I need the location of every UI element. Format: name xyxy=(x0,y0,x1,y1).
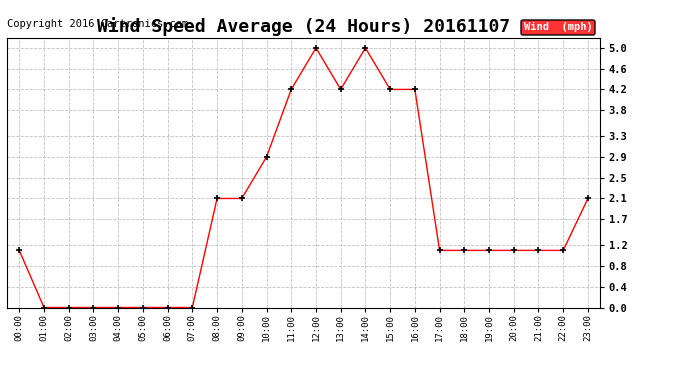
Legend: Wind  (mph): Wind (mph) xyxy=(521,20,595,35)
Title: Wind Speed Average (24 Hours) 20161107: Wind Speed Average (24 Hours) 20161107 xyxy=(97,17,510,36)
Text: Copyright 2016 Cartronics.com: Copyright 2016 Cartronics.com xyxy=(7,19,188,28)
